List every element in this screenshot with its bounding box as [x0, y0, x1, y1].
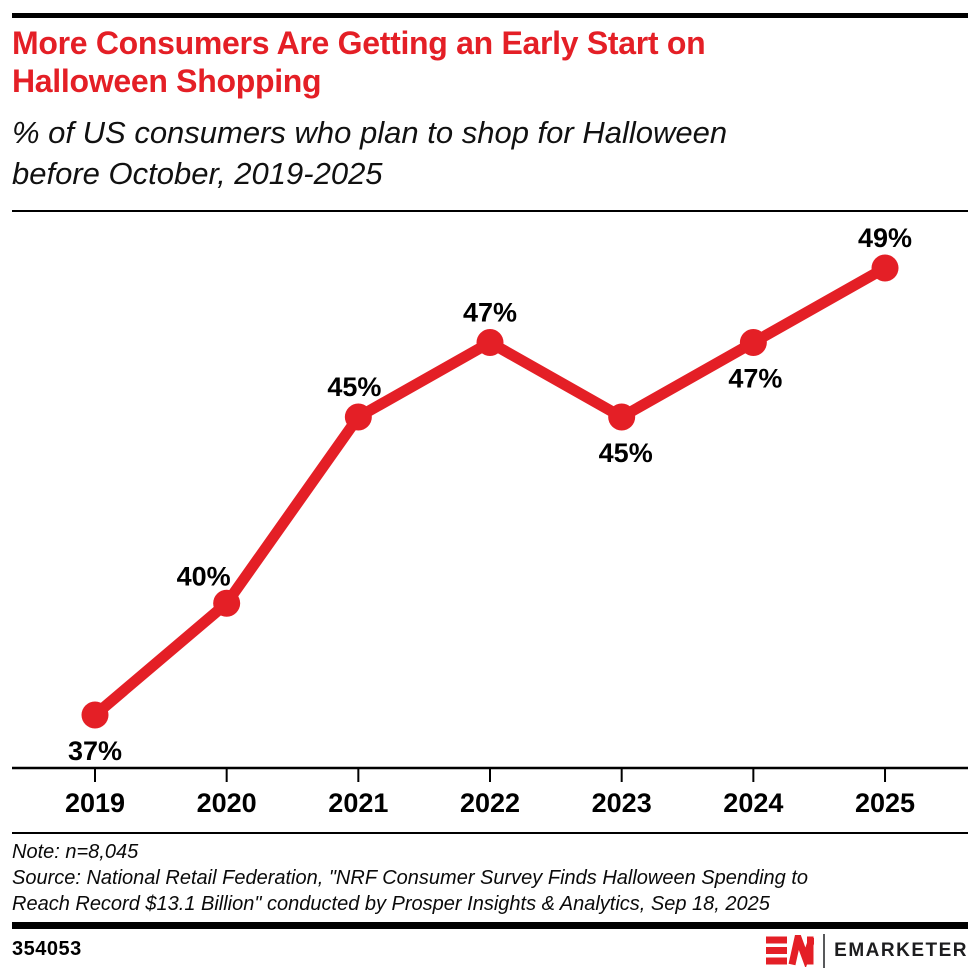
- footnote-divider: [12, 832, 968, 834]
- data-point-2024: [739, 329, 767, 356]
- data-label-2023: 45%: [599, 438, 653, 468]
- logo-divider: [823, 934, 826, 968]
- x-axis-label-2025: 2025: [855, 788, 915, 818]
- data-point-2025: [871, 254, 899, 282]
- source-text-line1: Source: National Retail Federation, "NRF…: [12, 867, 809, 889]
- page-title: More Consumers Are Getting an Early Star…: [12, 24, 952, 100]
- x-axis-label-2023: 2023: [592, 788, 652, 818]
- emarketer-logo: EMARKETER: [766, 933, 968, 969]
- brand-name: EMARKETER: [834, 940, 968, 961]
- x-axis-label-2020: 2020: [197, 788, 257, 818]
- data-point-2019: [81, 701, 109, 729]
- source-text-line2: Reach Record $13.1 Billion" conducted by…: [12, 893, 770, 915]
- data-label-2019: 37%: [68, 736, 122, 766]
- data-point-2022: [476, 329, 504, 356]
- data-label-2021: 45%: [327, 372, 381, 402]
- data-label-2020: 40%: [177, 561, 231, 591]
- note-text: Note: n=8,045: [12, 841, 139, 863]
- line-chart: 2019 2020 2021 2022 2023 2024 2025 37% 40% 45% 47%…: [12, 223, 968, 818]
- data-label-2022: 47%: [463, 298, 517, 328]
- page-subtitle-line1: % of US consumers who plan to shop for H…: [12, 115, 728, 150]
- x-axis-label-2022: 2022: [460, 788, 520, 818]
- chart-id: 354053: [12, 938, 82, 960]
- data-point-2023: [608, 403, 636, 431]
- header-divider: [12, 210, 968, 212]
- page-subtitle-line2: before October, 2019-2025: [12, 156, 383, 191]
- page-title-line1: More Consumers Are Getting an Early Star…: [12, 25, 706, 61]
- top-accent-bar: [12, 13, 968, 18]
- page-title-line2: Halloween Shopping: [12, 63, 322, 99]
- x-axis-label-2021: 2021: [328, 788, 388, 818]
- footer-divider: [12, 922, 968, 929]
- data-label-2024: 47%: [728, 364, 782, 394]
- data-point-2021: [344, 403, 372, 431]
- x-axis-label-2019: 2019: [65, 788, 125, 818]
- x-axis-label-2024: 2024: [723, 788, 783, 818]
- data-point-2020: [213, 589, 241, 617]
- footnote: Note: n=8,045 Source: National Retail Fe…: [12, 839, 962, 917]
- page-subtitle: % of US consumers who plan to shop for H…: [12, 112, 962, 194]
- em-logo-icon: [766, 935, 815, 967]
- data-label-2025: 49%: [858, 223, 912, 253]
